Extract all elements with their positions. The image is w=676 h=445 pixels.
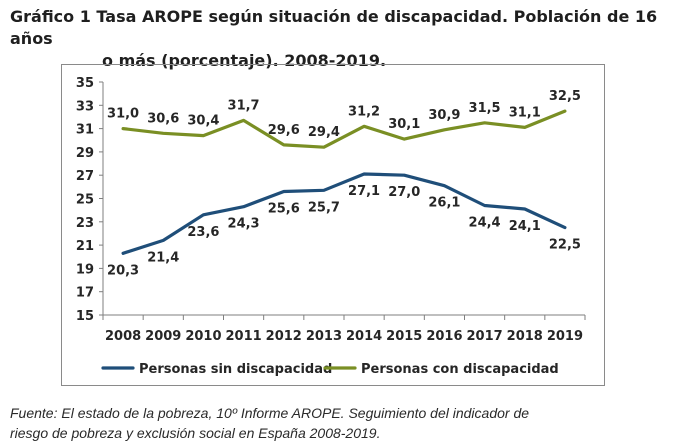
x-tick-label: 2013 [306, 329, 342, 344]
data-label: 27,1 [348, 184, 380, 199]
x-tick-label: 2012 [266, 329, 302, 344]
data-label: 30,1 [388, 117, 420, 132]
x-tick-label: 2018 [507, 329, 543, 344]
chart-title: Gráfico 1 Tasa AROPE según situación de … [10, 6, 660, 72]
y-tick-label: 19 [76, 262, 94, 277]
data-label: 30,6 [147, 111, 179, 126]
y-tick-label: 33 [76, 99, 94, 114]
source-note-line-2: riesgo de pobreza y exclusión social en … [10, 425, 381, 441]
data-label: 31,7 [228, 98, 260, 113]
source-note-line-1: Fuente: El estado de la pobreza, 10º Inf… [10, 405, 530, 421]
y-tick-label: 29 [76, 146, 94, 161]
y-tick-label: 25 [76, 193, 94, 208]
x-tick-label: 2015 [386, 329, 422, 344]
data-label: 29,4 [308, 125, 340, 140]
y-tick-label: 17 [76, 286, 94, 301]
y-tick-label: 21 [76, 239, 94, 254]
x-tick-label: 2014 [346, 329, 382, 344]
x-tick-label: 2008 [105, 329, 141, 344]
series-line-1 [121, 172, 567, 255]
series-line-2 [121, 109, 567, 149]
data-label: 26,1 [428, 196, 460, 211]
y-tick-label: 15 [76, 309, 94, 324]
data-label: 24,4 [469, 215, 501, 230]
x-tick-label: 2009 [145, 329, 181, 344]
data-label: 32,5 [549, 89, 581, 104]
data-label: 30,9 [428, 108, 460, 123]
x-tick-label: 2016 [426, 329, 462, 344]
data-label: 22,5 [549, 238, 581, 253]
data-label: 29,6 [268, 123, 300, 138]
x-tick-label: 2019 [547, 329, 583, 344]
data-label: 23,6 [187, 225, 219, 240]
data-label: 25,7 [308, 200, 340, 215]
data-label: 31,0 [107, 107, 139, 122]
y-tick-label: 27 [76, 169, 94, 184]
data-label: 31,5 [469, 101, 501, 116]
data-label: 21,4 [147, 250, 179, 265]
y-tick-label: 23 [76, 216, 94, 231]
data-label: 24,1 [509, 219, 541, 234]
source-note: Fuente: El estado de la pobreza, 10º Inf… [10, 403, 670, 443]
chart-title-line-1: Gráfico 1 Tasa AROPE según situación de … [10, 7, 658, 48]
y-tick-label: 31 [76, 123, 94, 138]
y-tick-label: 35 [76, 76, 94, 91]
legend-label-1: Personas sin discapacidad [139, 362, 332, 377]
data-label: 25,6 [268, 202, 300, 217]
chart-frame [61, 64, 605, 386]
data-label: 27,0 [388, 185, 420, 200]
data-label: 30,4 [187, 114, 219, 129]
x-tick-label: 2017 [466, 329, 502, 344]
data-label: 24,3 [228, 217, 260, 232]
x-tick-label: 2011 [225, 329, 261, 344]
legend-label-2: Personas con discapacidad [361, 362, 559, 377]
x-tick-label: 2010 [185, 329, 221, 344]
data-label: 31,1 [509, 105, 541, 120]
data-label: 31,2 [348, 104, 380, 119]
data-label: 20,3 [107, 263, 139, 278]
chart-title-line-2: o más (porcentaje). 2008-2019. [102, 51, 387, 70]
